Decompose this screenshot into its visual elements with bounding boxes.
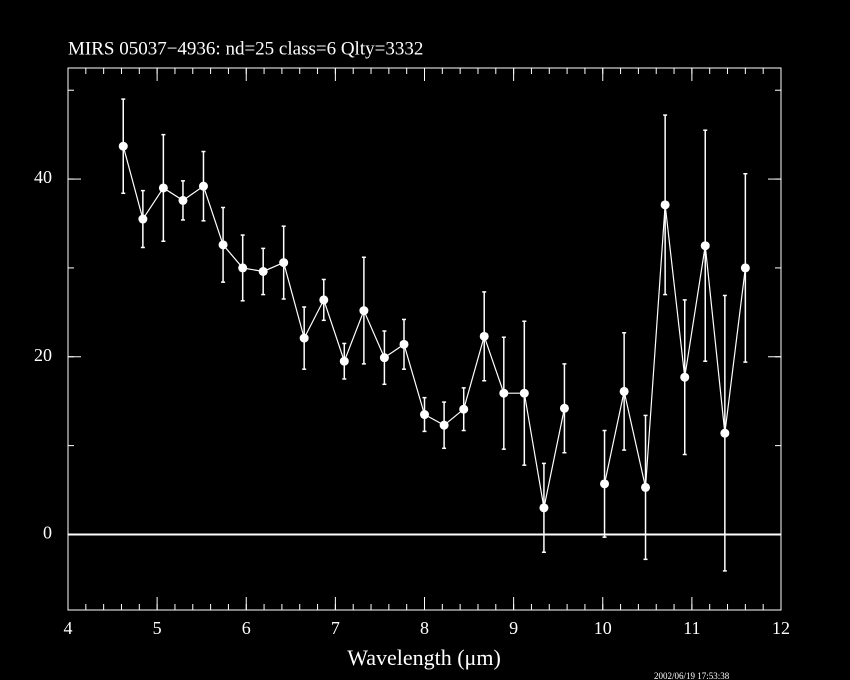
data-point	[539, 503, 549, 513]
data-point	[600, 479, 610, 489]
y-tick-label: 20	[34, 345, 52, 365]
timestamp: 2002/06/19 17:53:38	[654, 671, 730, 680]
data-point	[499, 388, 509, 398]
data-line	[122, 146, 746, 508]
data-point	[720, 428, 730, 438]
data-point	[258, 266, 268, 276]
data-point	[399, 339, 409, 349]
data-point	[660, 200, 670, 210]
data-point	[559, 403, 569, 413]
plot-frame	[67, 67, 782, 611]
data-point	[279, 258, 289, 268]
x-tick-label: 5	[153, 618, 162, 638]
data-point	[118, 141, 128, 151]
x-tick-label: 9	[509, 618, 518, 638]
data-point	[619, 386, 629, 396]
x-tick-label: 8	[420, 618, 429, 638]
data-point	[158, 183, 168, 193]
data-point	[198, 181, 208, 191]
x-tick-label: 4	[64, 618, 73, 638]
data-point	[680, 372, 690, 382]
chart-title: MIRS 05037−4936: nd=25 class=6 Qlty=3332	[68, 38, 423, 59]
data-point	[319, 295, 329, 305]
x-tick-label: 7	[331, 618, 340, 638]
x-tick-label: 10	[594, 618, 612, 638]
data-point	[238, 263, 248, 273]
data-point	[138, 214, 148, 224]
data-point	[700, 241, 710, 251]
data-point	[439, 420, 449, 430]
data-point	[479, 331, 489, 341]
data-point	[178, 195, 188, 205]
data-point	[420, 410, 429, 420]
data-point	[359, 306, 369, 316]
x-tick-label: 6	[242, 618, 251, 638]
x-axis-label: Wavelength (μm)	[347, 645, 501, 670]
data-point	[379, 353, 389, 363]
x-tick-label: 11	[683, 618, 700, 638]
data-point	[740, 263, 750, 273]
y-tick-label: 40	[34, 167, 52, 187]
data-point	[218, 240, 228, 250]
data-point	[299, 333, 309, 343]
data-point	[339, 356, 349, 366]
data-point	[519, 388, 529, 398]
y-tick-label: 0	[43, 523, 52, 543]
data-point	[641, 482, 651, 492]
data-point	[459, 404, 469, 414]
x-tick-label: 12	[772, 618, 790, 638]
